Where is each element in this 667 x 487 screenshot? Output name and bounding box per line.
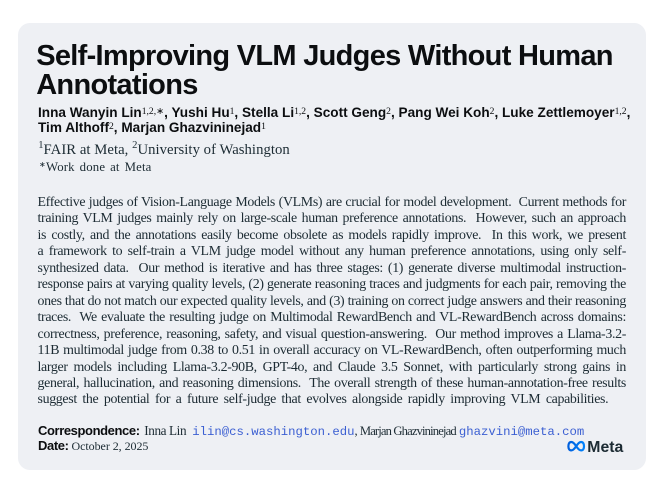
svg-text:Meta: Meta: [587, 439, 623, 454]
